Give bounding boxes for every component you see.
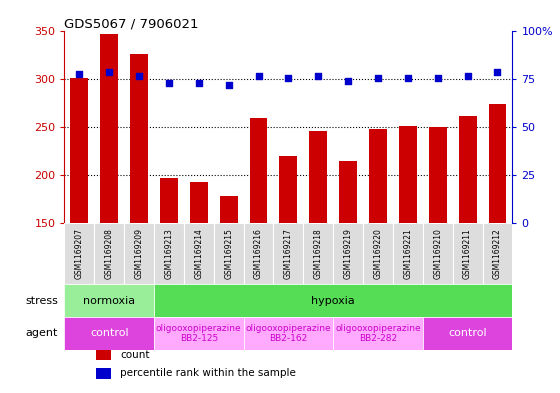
Bar: [130, 55, 148, 224]
Bar: [124, 224, 154, 284]
Text: GSM1169217: GSM1169217: [284, 228, 293, 279]
Text: GSM1169215: GSM1169215: [224, 228, 233, 279]
Bar: [220, 196, 237, 224]
Bar: [64, 284, 154, 317]
Bar: [184, 224, 214, 284]
Text: GSM1169218: GSM1169218: [314, 228, 323, 279]
Text: oligooxopiperazine
BB2-125: oligooxopiperazine BB2-125: [156, 324, 241, 343]
Point: [194, 80, 203, 86]
Bar: [483, 224, 512, 284]
Point: [403, 74, 412, 81]
Text: GSM1169214: GSM1169214: [194, 228, 203, 279]
Bar: [244, 224, 273, 284]
Point: [224, 82, 233, 88]
Bar: [190, 182, 208, 224]
Text: GSM1169208: GSM1169208: [105, 228, 114, 279]
Text: oligooxopiperazine
BB2-162: oligooxopiperazine BB2-162: [246, 324, 331, 343]
Bar: [96, 350, 111, 360]
Bar: [214, 224, 244, 284]
Bar: [399, 127, 417, 224]
Text: GSM1169220: GSM1169220: [374, 228, 382, 279]
Point: [254, 72, 263, 79]
Bar: [160, 178, 178, 224]
Text: percentile rank within the sample: percentile rank within the sample: [120, 369, 296, 378]
Point: [284, 74, 293, 81]
Text: GSM1169219: GSM1169219: [344, 228, 353, 279]
Bar: [429, 127, 447, 224]
Bar: [250, 118, 268, 224]
Bar: [244, 317, 333, 350]
Bar: [94, 224, 124, 284]
Text: GSM1169211: GSM1169211: [463, 228, 472, 279]
Bar: [393, 224, 423, 284]
Bar: [273, 224, 304, 284]
Bar: [154, 284, 512, 317]
Bar: [154, 317, 244, 350]
Text: normoxia: normoxia: [83, 296, 136, 305]
Bar: [154, 224, 184, 284]
Point: [105, 69, 114, 75]
Point: [463, 72, 472, 79]
Bar: [96, 368, 111, 379]
Bar: [339, 161, 357, 224]
Text: GSM1169221: GSM1169221: [403, 228, 412, 279]
Text: control: control: [90, 328, 128, 338]
Bar: [309, 131, 327, 224]
Text: GSM1169210: GSM1169210: [433, 228, 442, 279]
Bar: [100, 34, 118, 224]
Text: GDS5067 / 7906021: GDS5067 / 7906021: [64, 17, 199, 30]
Bar: [459, 116, 477, 224]
Bar: [71, 77, 88, 224]
Bar: [363, 224, 393, 284]
Bar: [369, 129, 387, 224]
Point: [374, 74, 382, 81]
Text: oligooxopiperazine
BB2-282: oligooxopiperazine BB2-282: [335, 324, 421, 343]
Bar: [64, 224, 94, 284]
Text: GSM1169212: GSM1169212: [493, 228, 502, 279]
Point: [75, 70, 84, 77]
Point: [344, 78, 353, 84]
Point: [493, 69, 502, 75]
Bar: [304, 224, 333, 284]
Text: count: count: [120, 350, 150, 360]
Text: GSM1169209: GSM1169209: [134, 228, 143, 279]
Text: GSM1169207: GSM1169207: [75, 228, 84, 279]
Text: hypoxia: hypoxia: [311, 296, 355, 305]
Bar: [64, 317, 154, 350]
Point: [433, 74, 442, 81]
Bar: [423, 224, 452, 284]
Bar: [333, 224, 363, 284]
Text: agent: agent: [26, 328, 58, 338]
Bar: [279, 156, 297, 224]
Text: GSM1169216: GSM1169216: [254, 228, 263, 279]
Bar: [452, 224, 483, 284]
Text: control: control: [449, 328, 487, 338]
Point: [165, 80, 174, 86]
Bar: [333, 317, 423, 350]
Bar: [423, 317, 512, 350]
Point: [314, 72, 323, 79]
Text: GSM1169213: GSM1169213: [165, 228, 174, 279]
Text: stress: stress: [26, 296, 58, 305]
Bar: [488, 105, 506, 224]
Point: [134, 72, 143, 79]
